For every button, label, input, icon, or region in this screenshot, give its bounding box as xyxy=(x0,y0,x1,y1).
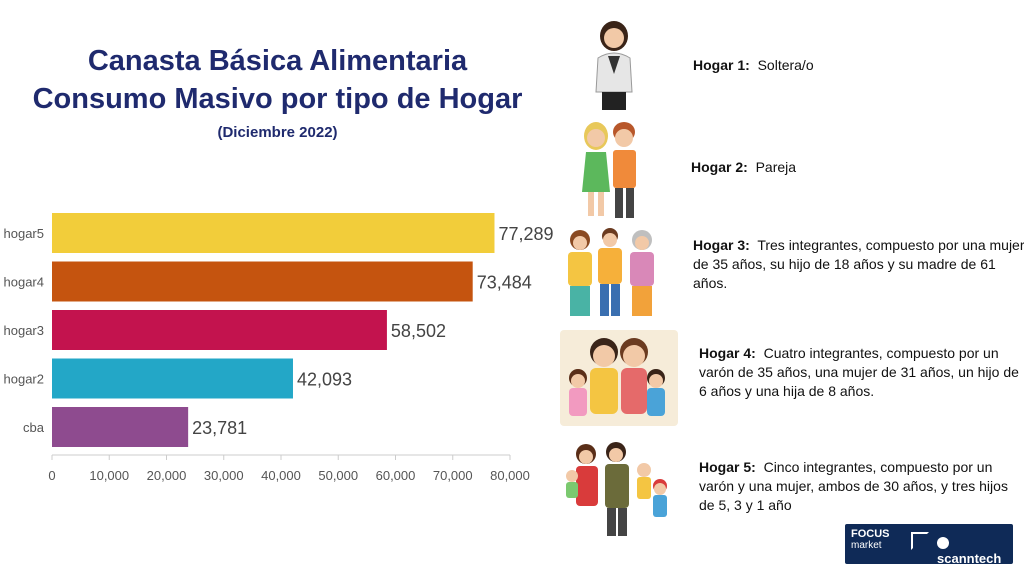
household-4: Hogar 4: Cuatro integrantes, compuesto p… xyxy=(560,330,1024,426)
four-member-family-icon xyxy=(560,330,678,426)
focus-scanntech-logo: FOCUS market scanntech xyxy=(845,524,1013,566)
household-5: Hogar 5: Cinco integrantes, compuesto po… xyxy=(560,440,1024,540)
scanntech-dot-icon xyxy=(937,537,949,549)
category-label-hogar3: hogar3 xyxy=(4,323,44,338)
household-1-description: Soltera/o xyxy=(757,57,814,73)
category-label-hogar5: hogar5 xyxy=(4,226,44,241)
category-label-hogar2: hogar2 xyxy=(4,372,44,387)
single-woman-icon xyxy=(595,21,633,110)
household-3-text: Hogar 3: Tres integrantes, compuesto por… xyxy=(693,236,1024,293)
x-tick-label: 80,000 xyxy=(490,468,530,483)
x-tick-label: 70,000 xyxy=(433,468,473,483)
x-tick-label: 50,000 xyxy=(318,468,358,483)
chart-subtitle: (Diciembre 2022) xyxy=(217,124,338,141)
value-label-cba: 23,781 xyxy=(192,418,247,438)
scanntech-logo: scanntech xyxy=(937,536,1013,566)
bar-cba xyxy=(52,407,189,447)
household-1-text: Hogar 1: Soltera/o xyxy=(693,56,1013,75)
title-line-2: Consumo Masivo por tipo de Hogar xyxy=(32,83,523,115)
x-tick-label: 60,000 xyxy=(376,468,416,483)
household-1: Hogar 1: Soltera/o xyxy=(560,14,1024,114)
household-3: Hogar 3: Tres integrantes, compuesto por… xyxy=(560,226,1024,320)
household-5-text: Hogar 5: Cinco integrantes, compuesto po… xyxy=(699,458,1019,515)
x-tick-label: 10,000 xyxy=(89,468,129,483)
household-2-label: Hogar 2: xyxy=(691,159,748,175)
category-label-hogar4: hogar4 xyxy=(4,275,44,290)
focus-frame-icon xyxy=(911,532,929,550)
category-label-cba: cba xyxy=(23,420,45,435)
household-5-description: Cinco integrantes, compuesto por un varó… xyxy=(699,459,1008,513)
bar-hogar3 xyxy=(52,310,387,350)
household-4-text: Hogar 4: Cuatro integrantes, compuesto p… xyxy=(699,344,1019,401)
household-2-description: Pareja xyxy=(755,159,797,175)
household-2-text: Hogar 2: Pareja xyxy=(691,158,1011,177)
household-5-label: Hogar 5: xyxy=(699,459,756,475)
household-4-label: Hogar 4: xyxy=(699,345,756,361)
x-tick-label: 40,000 xyxy=(261,468,301,483)
household-3-description: Tres integrantes, compuesto por una muje… xyxy=(693,237,1024,291)
household-3-label: Hogar 3: xyxy=(693,237,750,253)
three-member-family-icon xyxy=(568,228,654,316)
bar-hogar5 xyxy=(52,213,495,253)
value-label-hogar4: 73,484 xyxy=(477,273,532,293)
x-tick-label: 20,000 xyxy=(147,468,187,483)
focus-market-logo: FOCUS market xyxy=(851,528,890,551)
bar-chart: hogar5 77,289 hogar4 73,484 hogar3 58,502 hoga… xyxy=(4,213,554,483)
value-label-hogar3: 58,502 xyxy=(391,321,446,341)
title-line-1: Canasta Básica Alimentaria xyxy=(87,45,468,77)
chart-title: Canasta Básica Alimentaria Consumo Masiv… xyxy=(0,42,555,141)
x-tick-label: 30,000 xyxy=(204,468,244,483)
bar-hogar4 xyxy=(52,261,473,302)
couple-icon xyxy=(582,122,636,218)
household-4-description: Cuatro integrantes, compuesto por un var… xyxy=(699,345,1019,399)
household-2: Hogar 2: Pareja xyxy=(560,118,1024,220)
bar-hogar2 xyxy=(52,358,293,399)
value-label-hogar5: 77,289 xyxy=(498,224,553,244)
household-1-label: Hogar 1: xyxy=(693,57,750,73)
x-tick-label: 0 xyxy=(48,468,55,483)
five-member-family-icon xyxy=(566,442,667,536)
value-label-hogar2: 42,093 xyxy=(297,370,352,390)
